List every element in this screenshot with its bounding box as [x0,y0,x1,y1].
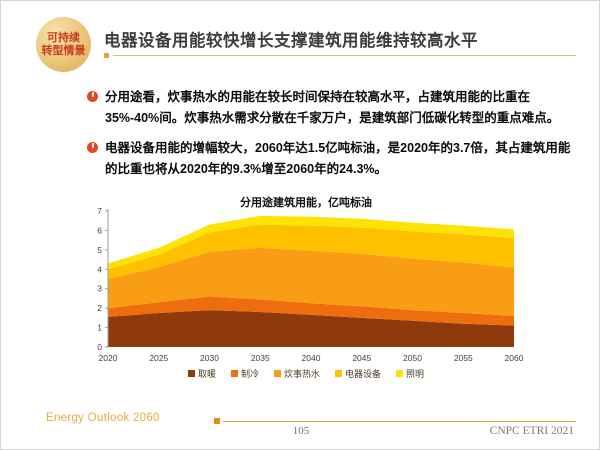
footer-left-label: Energy Outlook 2060 [46,412,160,424]
footer-divider-marker [214,418,220,424]
legend-item-cooling: 制冷 [230,367,259,380]
legend-label: 取暖 [197,369,216,379]
x-axis-tick-label: 2060 [505,353,524,363]
y-axis-tick-label: 1 [97,323,102,333]
legend-swatch [273,370,281,377]
legend-label: 电器设备 [345,369,382,379]
bullet-marker-icon [87,142,98,153]
x-axis-tick-label: 2045 [352,353,371,363]
page-number: 105 [292,425,310,437]
x-axis-tick-label: 2020 [99,353,118,363]
legend-swatch [335,370,342,377]
title-underline [113,55,576,56]
legend-label: 照明 [406,369,425,379]
scenario-seal: 可持续 转型情景 [36,17,91,72]
x-axis-tick-label: 2040 [302,353,321,363]
x-axis-tick-label: 2030 [200,353,219,363]
x-axis-tick-label: 2035 [251,353,270,363]
legend-swatch [187,370,195,377]
footer-right-label: CNPC ETRI 2021 [489,425,574,437]
legend-swatch [230,370,238,377]
seal-text-line1: 可持续 [47,31,80,44]
y-axis-tick-label: 2 [97,303,102,313]
bullet-item: 电器设备用能的增幅较大，2060年达1.5亿吨标油，是2020年的3.7倍，其占… [87,138,579,180]
legend-item-lighting: 照明 [396,367,424,380]
chart-title: 分用途建筑用能，亿吨标油 [240,197,372,209]
chart-area-照明 [108,215,514,270]
chart-area-电器设备 [108,224,514,279]
chart-area-取暖 [108,310,514,347]
chart-legend: 取暖 制冷 炊事热水 电器设备 照明 [86,367,526,380]
title-rule-marker [104,53,109,58]
y-axis-tick-label: 7 [97,207,102,216]
legend-label: 炊事热水 [283,369,320,379]
chart-area-炊事热水 [108,247,514,316]
y-axis-tick-label: 0 [97,342,102,352]
legend-swatch [396,370,404,377]
page-title: 电器设备用能较快增长支撑建筑用能维持较高水平 [104,32,478,50]
y-axis-tick-label: 4 [97,264,102,274]
x-axis-tick-label: 2055 [454,353,473,363]
bullet-marker-icon [87,91,98,102]
legend-item-heating: 取暖 [187,367,216,380]
chart-area-制冷 [108,296,514,326]
bullet-text: 分用途看，炊事热水的用能在较长时间保持在较高水平，占建筑用能的比重在35%-40… [105,90,560,125]
seal-text-line2: 转型情景 [41,44,86,57]
stacked-area-chart: 0 1 2 3 4 5 6 7 2020 2025 2030 2035 2040 2045 2050 2055… [97,207,524,363]
y-axis-tick-label: 3 [97,284,102,294]
y-axis-tick-label: 5 [97,245,102,255]
legend-label: 制冷 [240,369,259,379]
x-axis-tick-label: 2050 [403,353,422,363]
footer-divider-line [223,421,576,422]
bullet-item: 分用途看，炊事热水的用能在较长时间保持在较高水平，占建筑用能的比重在35%-40… [87,87,579,129]
x-axis-tick-label: 2025 [149,353,168,363]
legend-item-cooking-hotwater: 炊事热水 [273,367,320,380]
legend-item-appliances: 电器设备 [335,367,381,380]
y-axis-tick-label: 6 [97,225,102,235]
bullet-text: 电器设备用能的增幅较大，2060年达1.5亿吨标油，是2020年的3.7倍，其占… [105,141,571,176]
